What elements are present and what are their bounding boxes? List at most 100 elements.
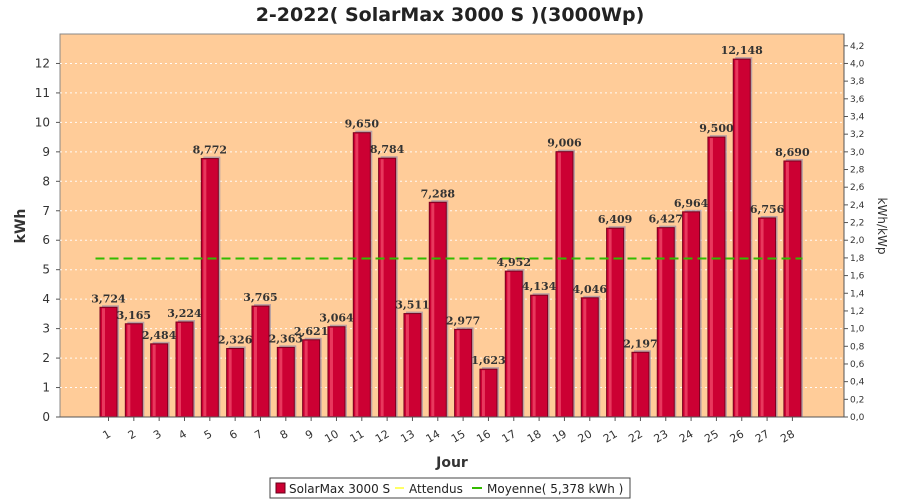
bar-highlight [532,296,536,416]
x-tick-label: 11 [348,427,367,445]
data-label: 2,977 [446,314,480,327]
bar-highlight [152,344,156,416]
x-tick-label: 15 [449,427,468,445]
y2-tick-label: 4,0 [850,59,865,69]
x-axis-title: Jour [435,455,468,471]
bar-highlight [507,272,511,416]
data-label: 2,621 [294,325,328,338]
x-tick-label: 10 [322,427,341,445]
x-tick-label: 1 [100,427,113,442]
data-label: 8,690 [775,146,810,159]
x-tick-label: 13 [398,427,417,445]
y-tick-label: 1 [42,381,50,395]
data-label: 4,134 [522,280,557,293]
y2-tick-label: 4,2 [850,42,864,52]
y-tick-label: 6 [42,233,50,247]
y2-tick-label: 3,0 [850,148,865,158]
y-tick-label: 5 [42,263,50,277]
x-tick-label: 20 [576,427,595,445]
y-tick-label: 9 [42,145,50,159]
data-label: 3,224 [167,307,202,320]
bar-highlight [684,212,688,416]
x-tick-label: 18 [525,427,544,445]
bar-highlight [583,298,587,416]
bar-highlight [253,307,257,416]
y2-tick-label: 1,0 [850,325,865,335]
y2-tick-label: 0,6 [850,360,865,370]
legend: SolarMax 3000 S Attendus Moyenne( 5,378 … [269,477,631,499]
data-label: 6,427 [649,213,683,226]
data-label: 6,964 [674,197,709,210]
data-labels: 3,724 3,165 2,484 3,224 8,772 2,326 3,765 2,363… [91,44,810,367]
bars [99,57,803,418]
y-tick-label: 7 [42,204,50,218]
data-label: 12,148 [721,44,763,57]
bar-highlight [279,348,283,416]
y2-tick-label: 1,6 [850,272,865,282]
data-label: 4,952 [497,256,531,269]
y2-tick-label: 0,0 [850,413,865,423]
x-tick-label: 19 [550,427,569,445]
bar-highlight [633,353,637,416]
bar-highlight [203,159,207,416]
y2-tick-label: 3,4 [850,112,865,122]
y-axis-title: kWh [13,209,29,244]
legend-label-moyenne: Moyenne( 5,378 kWh ) [487,482,623,496]
x-tick-label: 9 [303,427,316,442]
y2-tick-label: 2,4 [850,201,865,211]
data-label: 6,756 [750,203,785,216]
data-label: 3,511 [395,299,429,312]
data-label: 8,772 [193,144,227,157]
x-tick-label: 22 [626,427,645,445]
x-tick-label: 7 [252,427,265,442]
y2-tick-label: 2,2 [850,219,864,229]
x-tick-label: 26 [728,427,747,445]
bar-highlight [735,60,739,417]
y2-axis-title: kWh/kWp [875,198,889,255]
data-label: 7,288 [421,187,456,200]
bar-highlight [557,152,561,417]
x-tick-label: 12 [373,427,392,445]
x-tick-label: 17 [500,427,519,445]
y-tick-label: 8 [42,174,50,188]
data-label: 3,165 [117,309,151,322]
y-tick-label: 12 [35,56,50,70]
bar-highlight [431,203,435,416]
y-tick-label: 0 [42,410,50,424]
bar-highlight [329,327,333,416]
x-tick-label: 4 [176,427,189,442]
data-label: 2,363 [269,332,303,345]
bar-highlight [177,323,181,416]
data-label: 9,500 [699,122,734,135]
bar-highlight [481,370,485,416]
data-label: 2,326 [218,333,253,346]
bar-highlight [102,308,105,416]
data-label: 9,650 [345,118,380,131]
bar-highlight [304,340,308,416]
y2-tick-label: 2,6 [850,183,865,193]
y2-tick-label: 3,2 [850,130,864,140]
bar-highlight [355,133,359,416]
data-label: 3,724 [91,292,126,305]
y-tick-label: 11 [35,86,50,100]
y2-axis-ticks: 0,0 0,2 0,4 0,6 0,8 1,0 1,2 1,4 1,6 1,8 2,0 2,2 2,4 2… [844,42,865,423]
x-tick-label: 23 [652,427,671,445]
x-tick-label: 14 [424,427,443,445]
bar-highlight [785,161,789,416]
x-tick-label: 16 [474,427,493,445]
bar-highlight [405,314,409,416]
y-tick-label: 3 [42,322,50,336]
y-tick-label: 4 [42,292,50,306]
data-label: 6,409 [598,213,632,226]
y2-tick-label: 3,8 [850,77,865,87]
y2-tick-label: 2,8 [850,166,865,176]
bar-highlight [456,330,460,416]
legend-label-attendus: Attendus [409,482,463,496]
data-label: 4,046 [573,283,608,296]
x-tick-label: 25 [702,427,721,445]
y-tick-label: 2 [42,351,50,365]
x-tick-label: 21 [601,427,620,445]
y2-tick-label: 0,2 [850,395,864,405]
